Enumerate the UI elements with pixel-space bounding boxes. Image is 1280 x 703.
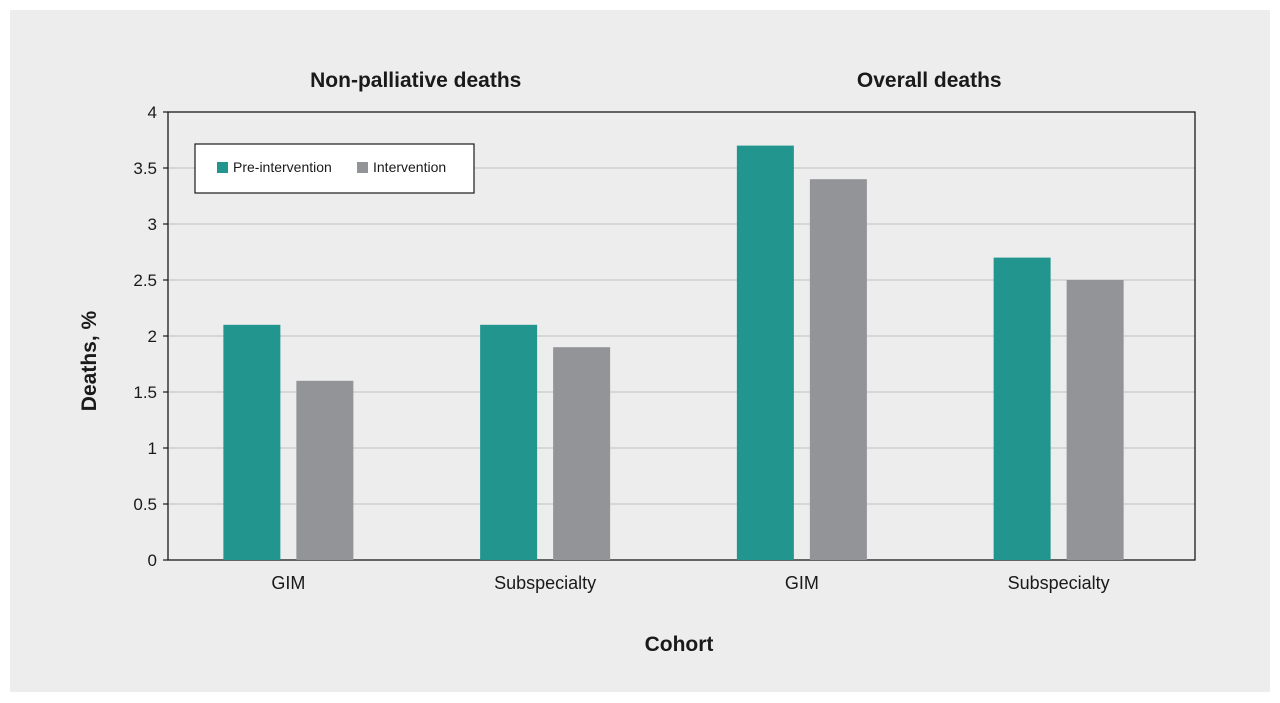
plot-area bbox=[167, 111, 1196, 561]
legend-box bbox=[194, 143, 475, 194]
group-titles: Non-palliative deaths Overall deaths bbox=[310, 69, 1001, 92]
x-tick-label: Subspecialty bbox=[1008, 573, 1110, 593]
group-title: Non-palliative deaths bbox=[310, 69, 521, 92]
y-tick-label: 2 bbox=[148, 327, 157, 346]
y-axis-title: Deaths, % bbox=[78, 310, 101, 411]
category-labels: GIM Subspecialty GIM Subspecialty bbox=[271, 573, 1109, 593]
y-tick-label: 4 bbox=[148, 103, 157, 122]
y-tick-label: 3.5 bbox=[133, 159, 157, 178]
bar-pre-intervention-gim bbox=[736, 145, 794, 560]
legend-label-intervention: Intervention bbox=[373, 159, 446, 175]
x-tick-label: GIM bbox=[785, 573, 819, 593]
y-tick-label: 2.5 bbox=[133, 271, 157, 290]
y-tick-label: 1.5 bbox=[133, 383, 157, 402]
x-tick-label: GIM bbox=[271, 573, 305, 593]
legend: Pre-intervention Intervention bbox=[194, 143, 475, 194]
bar-intervention-gim bbox=[809, 179, 867, 560]
bar-intervention-gim bbox=[296, 380, 354, 560]
y-tick-label: 0.5 bbox=[133, 495, 157, 514]
x-axis-title: Cohort bbox=[645, 633, 714, 656]
bars bbox=[223, 145, 1124, 560]
bar-pre-intervention-gim bbox=[223, 324, 281, 560]
bar-pre-intervention-subspecialty bbox=[993, 257, 1051, 560]
legend-swatch-pre-intervention bbox=[217, 162, 228, 173]
legend-label-pre-intervention: Pre-intervention bbox=[233, 159, 332, 175]
x-tick-label: Subspecialty bbox=[494, 573, 596, 593]
y-tick-label: 0 bbox=[148, 551, 157, 570]
group-title: Overall deaths bbox=[857, 69, 1002, 92]
bar-intervention-subspecialty bbox=[553, 347, 611, 560]
legend-swatch-intervention bbox=[357, 162, 368, 173]
bar-intervention-subspecialty bbox=[1066, 280, 1124, 560]
bar-pre-intervention-subspecialty bbox=[480, 324, 538, 560]
y-tick-labels: 0 0.5 1 1.5 2 2.5 3 3.5 4 bbox=[133, 103, 157, 570]
chart-panel bbox=[10, 10, 1270, 692]
y-tick-label: 3 bbox=[148, 215, 157, 234]
y-tick-label: 1 bbox=[148, 439, 157, 458]
